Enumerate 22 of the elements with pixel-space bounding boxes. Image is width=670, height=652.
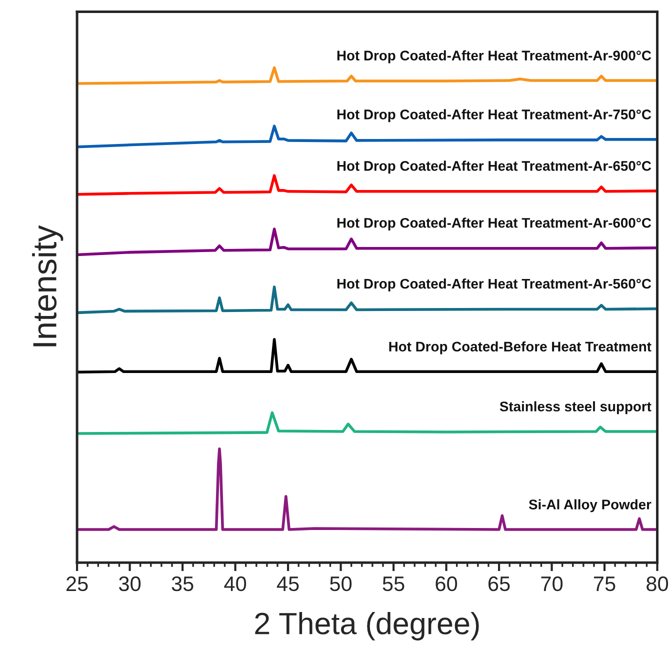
x-tick-label: 50 bbox=[330, 576, 352, 592]
x-axis-title: 2 Theta (degree) bbox=[255, 612, 479, 640]
x-tick-label: 45 bbox=[276, 576, 299, 592]
series-label: Hot Drop Coated-After Heat Treatment-Ar-600°C bbox=[337, 218, 652, 231]
series-label: Hot Drop Coated-After Heat Treatment-Ar-900°C bbox=[337, 50, 652, 64]
x-tick-label: 25 bbox=[66, 576, 88, 592]
y-axis-title: Intensity bbox=[32, 225, 64, 346]
series-label: Hot Drop Coated-After Heat Treatment-Ar-650°C bbox=[337, 160, 652, 174]
series-label: Stainless steel support bbox=[500, 401, 652, 414]
x-tick-label: 80 bbox=[646, 576, 668, 592]
series-label: Hot Drop Coated-After Heat Treatment-Ar-750°C bbox=[337, 109, 652, 122]
x-tick-label: 70 bbox=[541, 576, 563, 592]
x-tick-label: 55 bbox=[382, 576, 404, 592]
series-label: Hot Drop Coated-After Heat Treatment-Ar-560°C bbox=[337, 278, 652, 292]
series-label: Si-Al Alloy Powder bbox=[528, 499, 652, 512]
series-label: Hot Drop Coated-Before Heat Treatment bbox=[389, 341, 652, 354]
x-tick-label: 75 bbox=[594, 576, 616, 592]
x-tick-label: 30 bbox=[119, 576, 141, 592]
x-tick-label: 60 bbox=[436, 576, 458, 592]
x-tick-label: 35 bbox=[172, 576, 194, 592]
x-tick-label: 40 bbox=[224, 576, 246, 592]
x-tick-label: 65 bbox=[488, 576, 510, 592]
